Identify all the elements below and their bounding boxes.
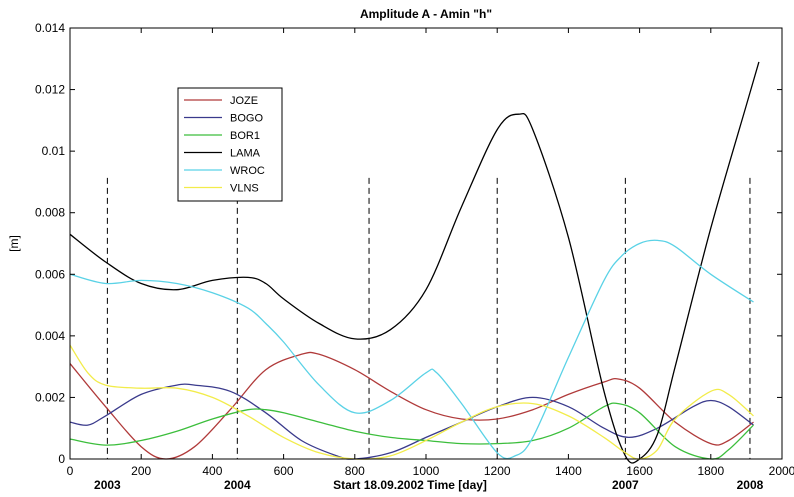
x-tick-label: 1000 bbox=[413, 464, 440, 478]
y-ticks: 0 0.002 0.004 0.006 0.008 0.01 0.012 0.014 bbox=[35, 21, 782, 466]
y-tick-label: 0.006 bbox=[35, 267, 65, 281]
year-marker-label: 2007 bbox=[612, 478, 639, 492]
y-tick-label: 0.01 bbox=[42, 144, 66, 158]
legend-box bbox=[177, 87, 283, 202]
legend-label-bogo: BOGO bbox=[230, 113, 263, 125]
year-marker-label: 2003 bbox=[94, 478, 121, 492]
x-tick-label: 1800 bbox=[697, 464, 724, 478]
year-marker-label: 2004 bbox=[224, 478, 251, 492]
y-tick-label: 0 bbox=[58, 452, 65, 466]
y-tick-label: 0.008 bbox=[35, 206, 65, 220]
y-tick-label: 0.004 bbox=[35, 329, 65, 343]
x-tick-label: 2000 bbox=[769, 464, 794, 478]
y-tick-label: 0.014 bbox=[35, 21, 65, 35]
x-tick-label: 800 bbox=[345, 464, 365, 478]
legend-label-bor1: BOR1 bbox=[230, 130, 260, 142]
x-tick-label: 1200 bbox=[484, 464, 511, 478]
x-tick-label: 0 bbox=[67, 464, 74, 478]
chart-title: Amplitude A - Amin "h" bbox=[360, 7, 492, 21]
legend-label-joze: JOZE bbox=[230, 95, 258, 107]
y-tick-label: 0.002 bbox=[35, 390, 65, 404]
legend: JOZE BOGO BOR1 LAMA WROC VLNS bbox=[177, 87, 283, 202]
legend-label-wroc: WROC bbox=[230, 165, 265, 177]
x-tick-label: 400 bbox=[202, 464, 222, 478]
y-axis-label: [m] bbox=[7, 235, 21, 252]
series-line-joze bbox=[69, 351, 754, 460]
legend-label-lama: LAMA bbox=[230, 148, 261, 160]
plot-frame bbox=[69, 27, 783, 460]
series-line-lama bbox=[69, 61, 760, 464]
x-tick-label: 1400 bbox=[555, 464, 582, 478]
x-tick-label: 200 bbox=[131, 464, 151, 478]
year-markers: 2003 2004 2007 2008 bbox=[94, 177, 764, 492]
y-tick-label: 0.012 bbox=[35, 83, 65, 97]
legend-label-vlns: VLNS bbox=[230, 183, 259, 195]
x-tick-label: 1600 bbox=[626, 464, 653, 478]
x-tick-label: 600 bbox=[274, 464, 294, 478]
series-line-vlns bbox=[69, 344, 754, 460]
x-axis-label: Start 18.09.2002 Time [day] bbox=[333, 478, 487, 492]
series-line-wroc bbox=[69, 239, 754, 460]
x-ticks: 0 200 400 600 800 1000 1200 1400 1600 1800 2000 bbox=[67, 28, 794, 478]
year-marker-label: 2008 bbox=[737, 478, 764, 492]
series-lines bbox=[69, 61, 760, 464]
